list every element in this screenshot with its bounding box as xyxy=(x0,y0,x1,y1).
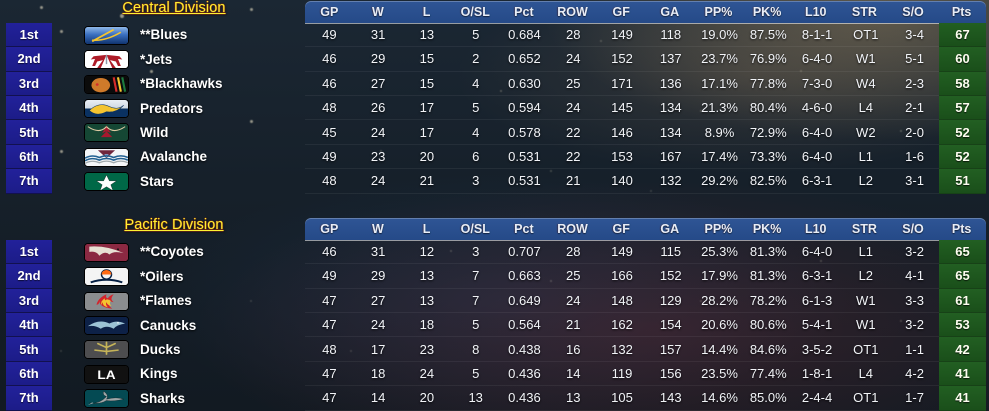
svg-text:LA: LA xyxy=(97,367,116,381)
